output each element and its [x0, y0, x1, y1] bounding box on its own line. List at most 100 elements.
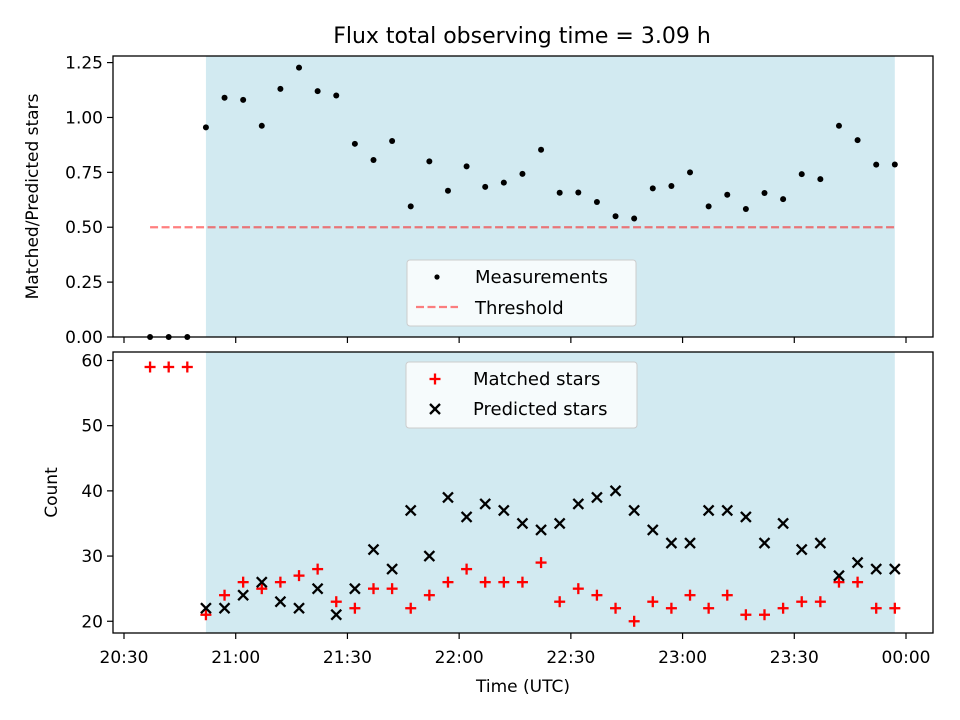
- x-tick-label: 22:00: [435, 648, 484, 668]
- predicted-point: [293, 602, 305, 615]
- measurement-point: [277, 85, 284, 92]
- predicted-point: [795, 543, 808, 556]
- measurement-point: [538, 146, 545, 153]
- ratio-y-label: Matched/Predicted stars: [23, 93, 43, 299]
- predicted-point: [591, 491, 603, 504]
- matched-point: [516, 576, 528, 588]
- measurement-point: [500, 179, 507, 186]
- matched-point: [237, 576, 249, 588]
- count-y-label: Count: [42, 467, 62, 518]
- measurement-point: [240, 96, 247, 103]
- matched-point: [814, 596, 826, 608]
- matched-point: [219, 589, 231, 601]
- count-legend-box: [405, 361, 638, 429]
- matched-point: [870, 602, 882, 614]
- measurement-point: [854, 137, 861, 144]
- predicted-point: [721, 504, 734, 517]
- matched-point: [386, 583, 398, 595]
- matched-point: [181, 361, 193, 373]
- predicted-point: [665, 537, 678, 549]
- measurement-point: [519, 170, 526, 177]
- predicted-point: [870, 563, 883, 575]
- count-x-label: Time (UTC): [475, 677, 570, 697]
- measurement-point: [835, 122, 842, 129]
- measurement-point: [370, 157, 377, 164]
- matched-point: [442, 576, 454, 588]
- predicted-point: [330, 608, 343, 621]
- predicted-point: [833, 569, 845, 582]
- predicted-point: [274, 595, 287, 608]
- predicted-point: [349, 582, 361, 595]
- y-tick-label: 0.00: [65, 328, 103, 348]
- matched-point: [684, 589, 696, 601]
- y-tick-label: 30: [81, 547, 103, 567]
- ratio-plot-frame: [112, 55, 934, 338]
- predicted-point: [386, 563, 398, 575]
- x-tick-label: 23:30: [770, 648, 819, 668]
- measurement-point: [351, 140, 358, 147]
- ratio-y-axis: 0.00 0.25 0.50 0.75 1.00 1.25: [65, 54, 113, 348]
- x-tick-label: 23:00: [658, 648, 707, 668]
- matched-point: [628, 615, 640, 627]
- measurement-point: [444, 187, 451, 194]
- measurement-point: [724, 191, 731, 198]
- predicted-point: [758, 537, 771, 549]
- predicted-point: [740, 511, 752, 523]
- legend-matched-label: Matched stars: [473, 369, 600, 390]
- predicted-point: [684, 537, 696, 549]
- measurement-point: [202, 124, 209, 131]
- matched-point: [833, 576, 845, 588]
- y-tick-label: 40: [81, 482, 103, 502]
- measurement-point: [817, 176, 824, 183]
- measurement-point: [798, 171, 805, 178]
- legend-plus: [429, 373, 441, 385]
- y-tick-label: 0.75: [65, 163, 103, 183]
- predicted-point: [628, 504, 640, 517]
- predicted-point: [572, 498, 585, 510]
- measurement-point: [389, 137, 396, 144]
- predicted-point: [498, 504, 510, 517]
- ratio-legend: Measurements Threshold: [406, 259, 637, 327]
- legend-predicted-label: Predicted stars: [473, 399, 607, 420]
- measurement-point: [761, 189, 768, 196]
- predicted-point: [889, 563, 901, 575]
- measurement-point: [780, 196, 787, 203]
- predicted-point: [218, 602, 231, 615]
- y-tick-label: 1.00: [65, 108, 103, 128]
- predicted-point: [553, 517, 566, 530]
- legend-matched-marker: [429, 373, 441, 385]
- x-tick-label: 20:30: [100, 648, 149, 668]
- measurement-point: [593, 198, 600, 205]
- measurement-point: [407, 203, 414, 210]
- matched-point: [852, 576, 864, 588]
- count-plot-frame: [112, 351, 934, 634]
- matched-point: [367, 583, 379, 595]
- legend-cross: [429, 403, 441, 415]
- ratio-x-ticks: [123, 337, 907, 343]
- ratio-panel: 0.00 0.25 0.50 0.75 1.00 1.25 Matched/Predict…: [23, 54, 934, 348]
- measurement-point: [258, 122, 265, 129]
- y-tick-label: 20: [81, 612, 103, 632]
- measurement-point: [612, 213, 619, 220]
- y-tick-label: 1.25: [65, 54, 103, 74]
- matched-point: [554, 596, 566, 608]
- y-tick-label: 60: [81, 351, 103, 371]
- predicted-point: [460, 511, 473, 523]
- x-tick-label: 21:30: [323, 648, 372, 668]
- measurement-point: [705, 203, 712, 210]
- y-tick-label: 0.50: [65, 218, 103, 238]
- predicted-point: [851, 556, 864, 569]
- measurement-point: [891, 161, 898, 168]
- predicted-point: [535, 524, 547, 536]
- predicted-point: [646, 524, 659, 536]
- legend-predicted-marker: [429, 403, 441, 415]
- x-tick-label: 00:00: [882, 648, 931, 668]
- predicted-point: [200, 602, 212, 615]
- count-marks: [144, 361, 901, 627]
- predicted-point: [423, 550, 436, 562]
- ratio-legend-box: [406, 259, 637, 327]
- matched-point: [889, 602, 901, 614]
- matched-point: [665, 602, 677, 614]
- matched-point: [256, 583, 268, 595]
- matched-point: [144, 361, 156, 373]
